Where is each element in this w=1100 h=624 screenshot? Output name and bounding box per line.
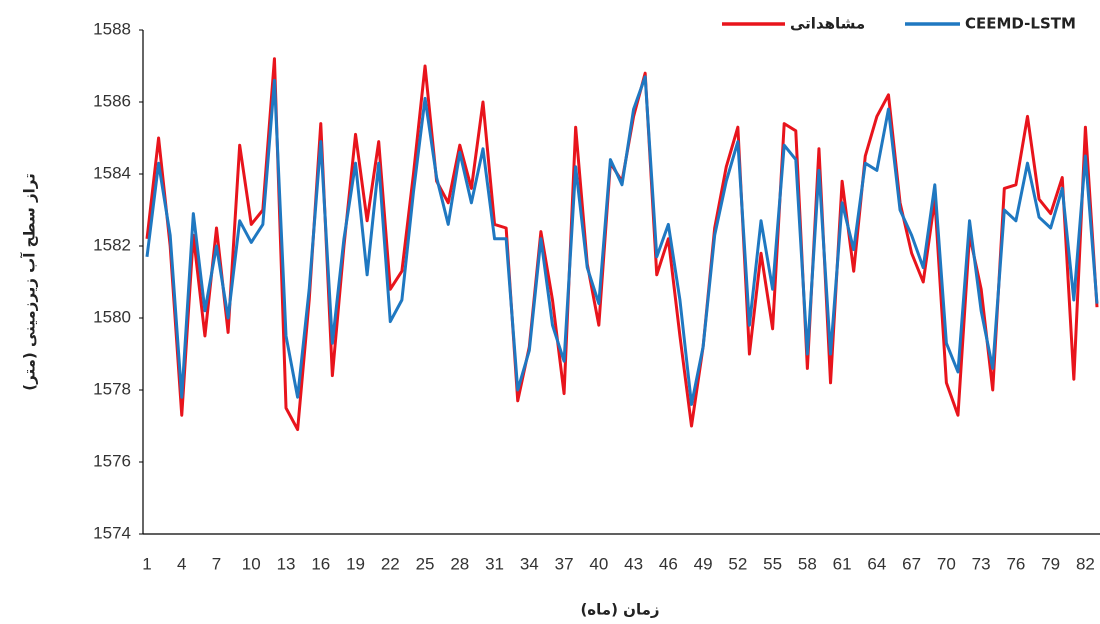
- x-tick-label: 34: [520, 554, 539, 573]
- x-tick-label: 67: [902, 554, 921, 573]
- x-tick-label: 52: [728, 554, 747, 573]
- x-tick-label: 70: [937, 554, 956, 573]
- x-tick-label: 25: [416, 554, 435, 573]
- x-tick-label: 49: [694, 554, 713, 573]
- x-tick-label: 40: [589, 554, 608, 573]
- x-tick-label: 7: [212, 554, 221, 573]
- x-tick-label: 61: [833, 554, 852, 573]
- series-line: [145, 57, 1099, 432]
- x-tick-label: 64: [867, 554, 886, 573]
- x-tick-label: 55: [763, 554, 782, 573]
- y-tick-label: 1580: [93, 307, 131, 326]
- y-tick-label: 1582: [93, 235, 131, 254]
- x-tick-label: 16: [311, 554, 330, 573]
- x-tick-label: 82: [1076, 554, 1095, 573]
- x-tick-label: 37: [555, 554, 574, 573]
- y-axis-title: تراز سطح آب زیرزمینی (متر): [21, 173, 39, 390]
- x-tick-label: 28: [450, 554, 469, 573]
- y-tick-label: 1578: [93, 379, 131, 398]
- x-tick-label: 46: [659, 554, 678, 573]
- series-line: [145, 75, 1099, 406]
- x-tick-label: 58: [798, 554, 817, 573]
- x-tick-label: 43: [624, 554, 643, 573]
- legend-label: مشاهداتی: [790, 15, 865, 33]
- x-tick-label: 13: [277, 554, 296, 573]
- x-tick-label: 76: [1006, 554, 1025, 573]
- x-axis-title: زمان (ماه): [580, 601, 659, 619]
- x-tick-label: 31: [485, 554, 504, 573]
- x-tick-label: 1: [142, 554, 151, 573]
- x-tick-label: 10: [242, 554, 261, 573]
- y-tick-label: 1588: [93, 19, 131, 38]
- x-tick-label: 22: [381, 554, 400, 573]
- y-tick-label: 1584: [93, 163, 131, 182]
- y-tick-label: 1574: [93, 523, 131, 542]
- y-tick-label: 1576: [93, 451, 131, 470]
- legend-label: CEEMD-LSTM: [965, 15, 1076, 33]
- x-tick-label: 19: [346, 554, 365, 573]
- x-tick-label: 73: [972, 554, 991, 573]
- x-tick-label: 79: [1041, 554, 1060, 573]
- x-tick-label: 4: [177, 554, 186, 573]
- y-tick-label: 1586: [93, 91, 131, 110]
